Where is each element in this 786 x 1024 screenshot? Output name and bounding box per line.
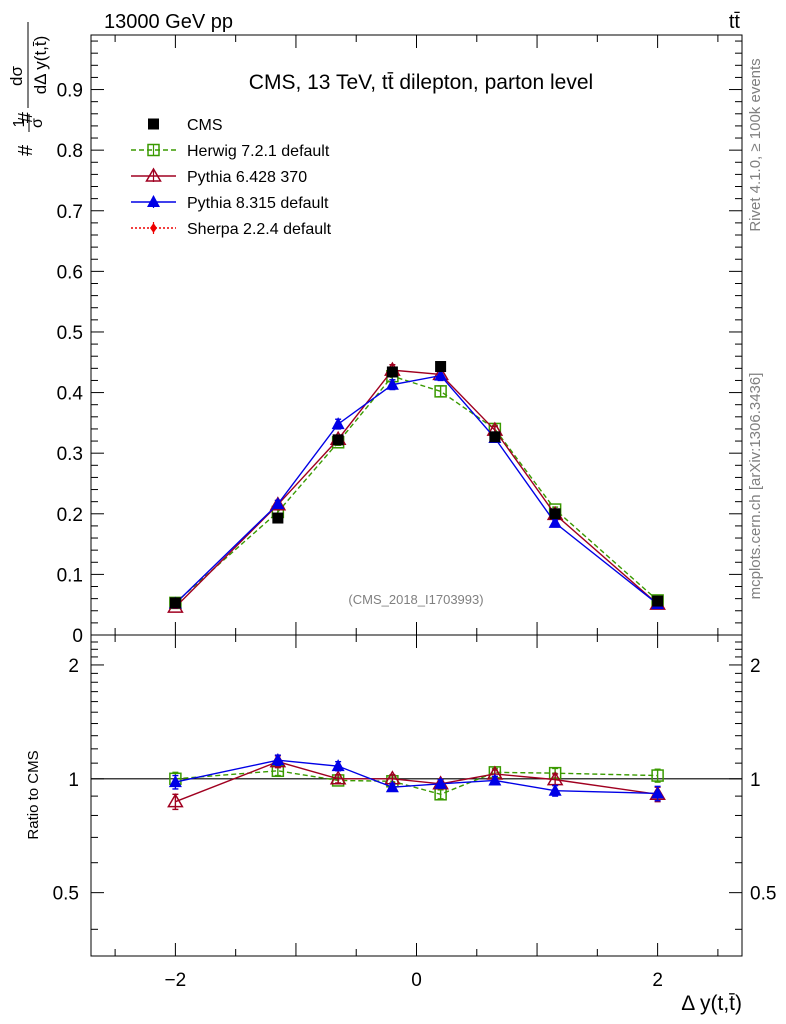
chart-title: CMS, 13 TeV, tt̄ dilepton, parton level bbox=[249, 71, 593, 94]
legend-label-cms: CMS bbox=[187, 117, 223, 134]
ratio-point-pythia8 bbox=[651, 786, 665, 799]
legend-marker-sherpa bbox=[150, 223, 157, 233]
main-ytick-label: 0.1 bbox=[57, 565, 83, 586]
main-point-pythia8 bbox=[385, 377, 399, 390]
main-ytick-label: 0.7 bbox=[57, 202, 83, 223]
ratio-ytick-label: 0.5 bbox=[53, 884, 79, 905]
rivet-version-label: Rivet 4.1.0, ≥ 100k events bbox=[747, 58, 764, 231]
ratio-panel-axes: 0.5 0.5 1 1 2 2 −2 0 2 bbox=[53, 635, 776, 991]
analysis-watermark: (CMS_2018_I1703993) bbox=[348, 592, 483, 607]
main-line-pythia8 bbox=[174, 374, 659, 605]
ratio-point-pythia6 bbox=[329, 770, 347, 785]
main-line-herwig bbox=[174, 375, 659, 604]
header-process-label: tt̄ bbox=[729, 11, 741, 33]
main-point-pythia8 bbox=[548, 515, 562, 528]
main-point-pythia8 bbox=[331, 417, 345, 430]
main-point-cms bbox=[272, 512, 284, 524]
ratio-point-pythia8 bbox=[331, 759, 345, 772]
ylabel-hash-2: # bbox=[15, 111, 37, 123]
ylabel-one: 1 bbox=[11, 118, 28, 127]
ylabel-dsigma: dσ bbox=[7, 66, 26, 86]
main-point-cms bbox=[549, 508, 561, 520]
ratio-ytick-label: 1 bbox=[68, 770, 79, 791]
legend-label-pythia6: Pythia 6.428 370 bbox=[187, 169, 307, 186]
ratio-panel-data bbox=[167, 753, 666, 811]
ratio-series-pythia6 bbox=[167, 753, 666, 811]
xtick-label: 0 bbox=[411, 970, 422, 991]
ratio-point-pythia8 bbox=[168, 775, 182, 788]
ratio-point-pythia8 bbox=[385, 780, 399, 793]
main-point-cms bbox=[169, 597, 181, 609]
legend-label-pythia8: Pythia 8.315 default bbox=[187, 195, 329, 212]
main-point-cms bbox=[435, 361, 447, 373]
main-ytick-label: 0 bbox=[72, 626, 83, 647]
ratio-ytick-label-right: 2 bbox=[750, 656, 761, 677]
ratio-line-pythia6 bbox=[175, 760, 658, 803]
main-ytick-label: 0.8 bbox=[57, 141, 83, 162]
ratio-panel-frame bbox=[90, 634, 743, 957]
legend-marker-pythia6 bbox=[145, 167, 162, 182]
main-ylabel: # 1 σ # dσ dΔ y(t,t̄) bbox=[7, 22, 50, 156]
main-point-pythia8 bbox=[434, 368, 448, 381]
ratio-ylabel: Ratio to CMS bbox=[25, 750, 42, 839]
ratio-point-pythia8 bbox=[488, 773, 502, 786]
main-ytick-label: 0.2 bbox=[57, 505, 83, 526]
ratio-line-pythia8 bbox=[175, 759, 658, 795]
mcplots-label: mcplots.cern.ch [arXiv:1306.3436] bbox=[747, 373, 764, 600]
main-point-cms bbox=[489, 431, 501, 443]
ratio-point-pythia8 bbox=[271, 753, 285, 766]
legend-label-sherpa: Sherpa 2.2.4 default bbox=[187, 221, 332, 238]
main-point-cms bbox=[332, 434, 344, 446]
legend-marker-herwig bbox=[147, 143, 160, 157]
main-point-cms bbox=[652, 595, 664, 607]
main-line-pythia6 bbox=[174, 369, 659, 608]
main-point-cms bbox=[386, 366, 398, 378]
main-panel-data bbox=[167, 361, 666, 613]
header-energy-label: 13000 GeV pp bbox=[104, 11, 233, 33]
ratio-line-herwig bbox=[175, 770, 658, 796]
main-point-pythia8 bbox=[271, 497, 285, 510]
ylabel-sigma: σ bbox=[29, 118, 46, 128]
ylabel-d-delta-y: dΔ y(t,t̄) bbox=[31, 36, 50, 95]
main-series-cms bbox=[169, 361, 664, 609]
ratio-ytick-label-right: 0.5 bbox=[750, 884, 776, 905]
ratio-point-pythia6 bbox=[167, 793, 184, 808]
legend: CMS Herwig 7.2.1 default Pythia 6.428 370 P… bbox=[131, 117, 332, 238]
main-series-herwig bbox=[169, 369, 664, 610]
main-series-pythia8 bbox=[168, 368, 665, 610]
ratio-point-pythia8 bbox=[434, 776, 448, 789]
ratio-ytick-label-right: 1 bbox=[750, 770, 761, 791]
main-ytick-label: 0.9 bbox=[57, 81, 83, 102]
legend-marker-pythia8 bbox=[147, 195, 160, 207]
ratio-series-herwig bbox=[169, 764, 664, 801]
x-axis-label: Δ y(t,t̄) bbox=[681, 992, 742, 1015]
ylabel-hash-1: # bbox=[15, 144, 37, 156]
legend-marker-cms bbox=[148, 118, 159, 130]
legend-label-herwig: Herwig 7.2.1 default bbox=[187, 143, 330, 160]
ratio-ytick-label: 2 bbox=[68, 656, 79, 677]
ratio-point-pythia8 bbox=[548, 783, 562, 796]
main-ytick-label: 0.4 bbox=[57, 384, 84, 405]
main-ytick-label: 0.6 bbox=[57, 262, 83, 283]
ratio-series-pythia8 bbox=[168, 753, 665, 802]
main-point-herwig bbox=[434, 385, 447, 398]
ratio-point-herwig bbox=[651, 769, 664, 782]
xtick-label: −2 bbox=[165, 970, 187, 991]
main-series-pythia6 bbox=[167, 361, 666, 613]
main-ytick-label: 0.5 bbox=[57, 323, 83, 344]
main-panel-axes: 0 0.1 0.2 0.3 0.4 0.5 0.6 0.7 0.8 0.9 bbox=[57, 35, 742, 647]
main-ytick-label: 0.3 bbox=[57, 444, 83, 465]
xtick-label: 2 bbox=[652, 970, 663, 991]
